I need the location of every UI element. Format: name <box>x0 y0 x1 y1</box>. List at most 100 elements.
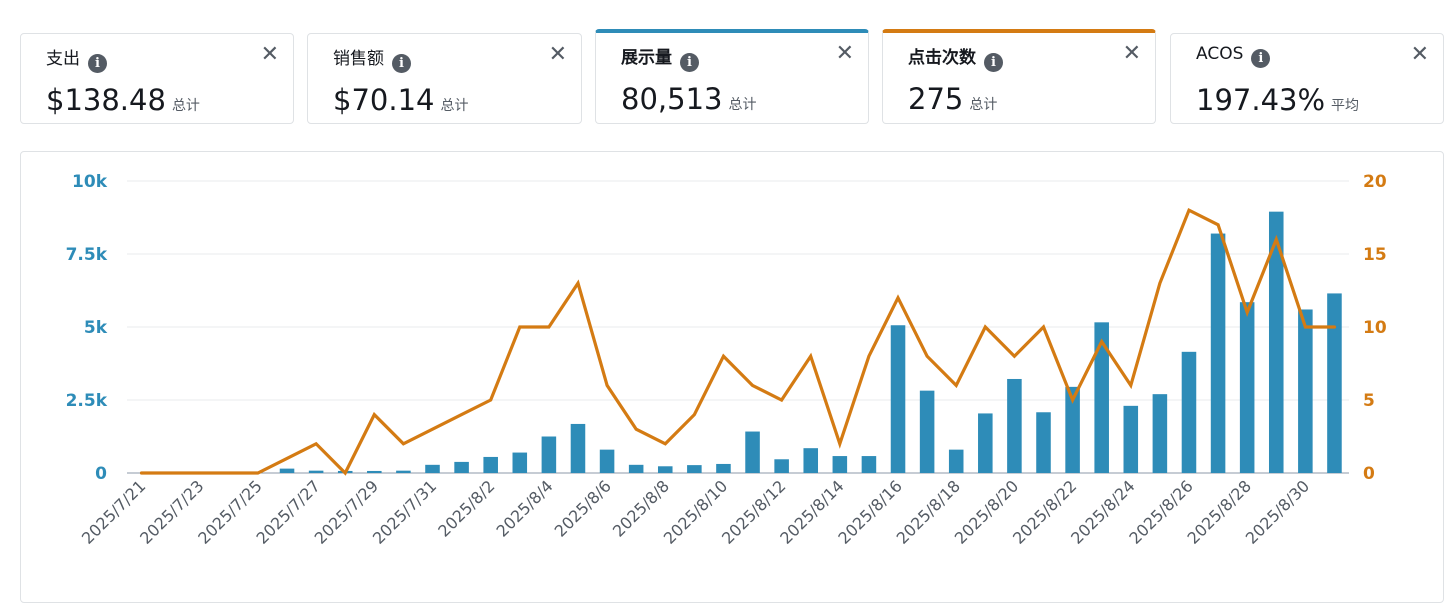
line-point <box>955 384 958 387</box>
line-point <box>344 471 347 475</box>
bar <box>425 464 440 473</box>
line-point <box>925 355 929 358</box>
close-icon[interactable]: ✕ <box>1410 42 1429 67</box>
metric-label-text: 销售额 <box>333 49 384 69</box>
line-point <box>140 471 143 475</box>
close-icon[interactable]: ✕ <box>548 42 567 67</box>
metric-card-spend[interactable]: 支出 i ✕ $138.48 总计 <box>20 33 294 124</box>
x-tick-label: 2025/7/31 <box>369 476 440 547</box>
metric-value: 275 <box>908 82 964 116</box>
line-point <box>838 442 842 445</box>
metric-label: 支出 i <box>46 44 107 73</box>
bar <box>483 456 498 473</box>
info-icon[interactable]: i <box>984 53 1003 72</box>
line-point <box>489 398 492 402</box>
line-point <box>1042 325 1045 329</box>
line-point <box>402 442 405 445</box>
y-right-tick-label: 5 <box>1363 391 1375 411</box>
metric-card-acos[interactable]: ACOS i ✕ 197.43% 平均 <box>1170 33 1444 124</box>
metric-value: 197.43% <box>1196 83 1326 117</box>
line-point <box>1187 209 1191 212</box>
metric-aggregation: 平均 <box>1331 98 1360 114</box>
y-right-tick-label: 15 <box>1363 245 1387 265</box>
bar <box>1123 405 1139 473</box>
line-point <box>1304 325 1307 329</box>
bar <box>628 464 644 473</box>
close-icon[interactable]: ✕ <box>835 41 854 66</box>
line-point <box>693 413 696 416</box>
y-right-tick-label: 10 <box>1363 318 1387 338</box>
line-point <box>1333 325 1336 329</box>
info-icon[interactable]: i <box>392 54 411 73</box>
y-left-tick-label: 5k <box>84 318 108 338</box>
bar <box>541 436 557 473</box>
bar <box>948 449 964 473</box>
metric-aggregation: 总计 <box>969 97 998 113</box>
line-point <box>285 457 289 460</box>
bar <box>890 325 906 473</box>
metric-label-text: ACOS <box>1196 44 1244 64</box>
bar <box>774 459 789 473</box>
x-tick-label: 2025/8/6 <box>551 476 615 540</box>
line-point <box>984 325 987 329</box>
x-tick-label: 2025/8/30 <box>1242 476 1313 547</box>
line-point <box>256 471 260 475</box>
info-icon[interactable]: i <box>1251 49 1271 68</box>
y-left-tick-label: 2.5k <box>66 391 108 411</box>
close-icon[interactable]: ✕ <box>1122 41 1141 66</box>
bar <box>599 449 615 473</box>
line-point <box>664 442 667 445</box>
bar <box>1268 211 1284 473</box>
line-point <box>169 471 172 475</box>
bar <box>1298 309 1313 473</box>
metric-aggregation: 总计 <box>440 98 469 114</box>
y-left-tick-label: 7.5k <box>66 245 108 265</box>
chart-panel: 0 2.5k 5k 7.5k 10k 0 5 10 15 20 2025/7/21 2025/7/23… <box>20 151 1444 603</box>
info-icon[interactable]: i <box>88 54 107 73</box>
bar <box>657 466 673 473</box>
bar <box>570 423 586 473</box>
bar <box>1094 322 1109 473</box>
y-right-tick-label: 0 <box>1363 464 1375 484</box>
bar <box>308 470 324 473</box>
info-icon[interactable]: i <box>680 53 699 72</box>
metric-card-clicks[interactable]: 点击次数 i ✕ 275 总计 <box>882 29 1156 124</box>
metric-label: 展示量 i <box>621 43 699 72</box>
metric-aggregation: 总计 <box>171 98 200 114</box>
bar <box>832 456 848 473</box>
bar <box>396 470 411 473</box>
bar <box>367 470 382 473</box>
bar <box>1152 394 1168 473</box>
metric-card-sales[interactable]: 销售额 i ✕ $70.14 总计 <box>307 33 582 124</box>
bar <box>454 461 469 473</box>
line-point <box>605 384 609 387</box>
bar <box>512 452 528 473</box>
metric-value: 80,513 <box>621 82 723 116</box>
bar <box>1065 386 1080 473</box>
bar <box>861 456 877 473</box>
line-point <box>518 325 521 329</box>
line-point <box>780 398 783 402</box>
line-point <box>751 384 754 387</box>
close-icon[interactable]: ✕ <box>260 42 279 67</box>
bar <box>1181 351 1197 473</box>
bar <box>1036 412 1051 473</box>
metric-label-text: 点击次数 <box>908 48 976 68</box>
line-point <box>809 355 812 358</box>
x-tick-label: 2025/8/2 <box>434 476 498 540</box>
metric-value: $70.14 <box>333 83 435 117</box>
metric-label-text: 支出 <box>46 49 80 69</box>
line-point <box>1013 355 1016 358</box>
line-point <box>1158 282 1162 285</box>
metric-label: 点击次数 i <box>908 43 1003 72</box>
bar <box>1007 378 1022 473</box>
metric-label: ACOS i <box>1196 44 1271 68</box>
metric-label: 销售额 i <box>333 44 411 73</box>
metric-card-impressions[interactable]: 展示量 i ✕ 80,513 总计 <box>595 29 869 124</box>
bar <box>716 463 731 473</box>
x-tick-label: 2025/8/4 <box>492 476 556 540</box>
line-point <box>1071 398 1074 402</box>
metric-aggregation: 总计 <box>728 97 757 113</box>
clicks-line <box>139 207 1337 476</box>
line-point <box>198 471 201 475</box>
